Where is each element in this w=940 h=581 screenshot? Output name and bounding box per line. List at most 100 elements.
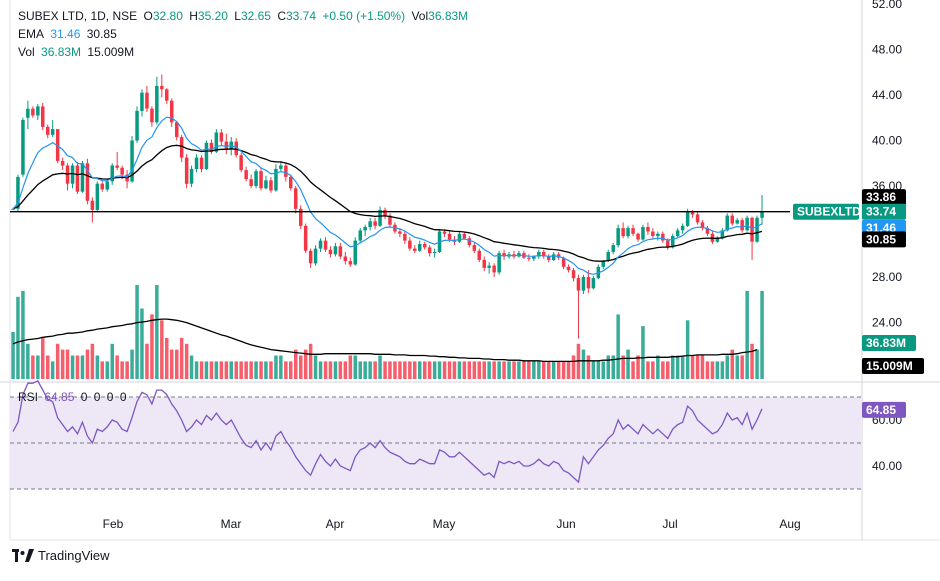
price-tick-label: 48.00 xyxy=(872,43,902,57)
candle-body xyxy=(100,183,104,190)
volume-bar xyxy=(135,285,139,379)
candle xyxy=(680,223,685,234)
candle xyxy=(388,213,392,229)
candle xyxy=(522,250,526,259)
volume-bar xyxy=(586,355,591,379)
candle xyxy=(214,129,219,154)
candle xyxy=(90,197,95,223)
volume-bar xyxy=(209,361,214,379)
candle xyxy=(204,140,209,171)
candle-body xyxy=(70,165,75,184)
price-tick-label: 28.00 xyxy=(872,270,902,284)
candle xyxy=(125,170,129,189)
candle xyxy=(160,74,164,98)
candle-body xyxy=(705,228,710,234)
candle-body xyxy=(651,231,655,236)
candle xyxy=(269,176,273,193)
volume-bar xyxy=(259,361,263,379)
volume-bar xyxy=(358,361,362,379)
candle xyxy=(457,231,462,243)
volume-bar xyxy=(710,361,715,379)
candle-body xyxy=(189,168,194,184)
candle xyxy=(661,231,665,243)
candle-body xyxy=(626,228,630,237)
candle xyxy=(566,264,571,273)
candle xyxy=(36,104,40,121)
vol-legend-value: 36.83M xyxy=(41,45,82,59)
candle xyxy=(26,100,30,130)
candle-body xyxy=(338,246,343,257)
volume-bar xyxy=(284,361,288,379)
candle-body xyxy=(16,176,20,209)
volume-bar xyxy=(318,361,323,379)
candle-body xyxy=(170,100,174,123)
volume-bar xyxy=(150,314,154,379)
ema-legend: EMA 31.46 30.85 xyxy=(18,27,120,42)
candle-body xyxy=(586,277,591,289)
volume-tag-box xyxy=(862,335,916,351)
candle xyxy=(303,223,308,254)
candle xyxy=(209,139,214,155)
candle xyxy=(189,165,194,188)
volume-bar xyxy=(36,355,40,379)
candle xyxy=(95,181,100,213)
volume-bar xyxy=(333,361,338,379)
volume-bar xyxy=(179,337,184,379)
ema-slow-value: 30.85 xyxy=(86,27,117,41)
candle-body xyxy=(477,250,481,260)
candle-body xyxy=(184,157,189,184)
candle xyxy=(110,163,114,185)
volume-bar xyxy=(31,355,35,379)
candle-body xyxy=(656,233,660,237)
candle xyxy=(333,242,338,257)
volume-bar xyxy=(46,355,50,379)
ema-fast-line xyxy=(12,116,763,275)
candle-body xyxy=(214,132,219,152)
volume-bar xyxy=(666,361,670,379)
volume-bar xyxy=(626,349,630,379)
candle-body xyxy=(353,240,357,265)
candle xyxy=(403,231,407,245)
candle-body xyxy=(155,85,159,123)
volume-bar xyxy=(477,361,481,379)
vol-legend-label: Vol xyxy=(18,45,35,59)
candle-body xyxy=(219,132,224,142)
ema-slow-tag-box xyxy=(862,231,906,248)
rsi-extra-4: 0 xyxy=(119,390,127,404)
candle xyxy=(294,186,298,214)
candle xyxy=(581,274,586,295)
candle xyxy=(547,254,551,263)
candle xyxy=(254,168,258,189)
tradingview-brand[interactable]: TradingView xyxy=(12,548,110,563)
volume-bar xyxy=(26,343,30,380)
candle-body xyxy=(616,228,620,246)
volume-bar xyxy=(571,355,576,379)
candle-body xyxy=(26,108,30,118)
high-value: 35.20 xyxy=(197,9,228,23)
tradingview-logo-icon xyxy=(12,549,34,562)
volume-tag-text: 36.83M xyxy=(866,336,906,350)
candle xyxy=(631,224,635,237)
candle-body xyxy=(725,215,729,231)
volume-bar xyxy=(279,355,283,379)
volume-bar xyxy=(616,314,620,379)
volume-bar xyxy=(497,361,501,379)
rsi-legend: RSI 64.85 0 0 0 0 xyxy=(18,390,130,405)
candle-body xyxy=(462,233,467,239)
volume-bar xyxy=(239,361,243,379)
candle xyxy=(259,167,263,191)
volume-bar xyxy=(393,361,397,379)
candle-body xyxy=(85,163,90,201)
candle-body xyxy=(661,233,665,241)
candle-body xyxy=(631,228,635,234)
candle-body xyxy=(313,248,318,264)
volume-bar xyxy=(690,355,695,379)
candle xyxy=(170,98,174,127)
candle-body xyxy=(90,200,95,210)
volume-bar xyxy=(21,290,25,379)
candle-body xyxy=(408,240,412,249)
candle-body xyxy=(472,245,477,251)
vol-label: Vol xyxy=(411,9,429,23)
